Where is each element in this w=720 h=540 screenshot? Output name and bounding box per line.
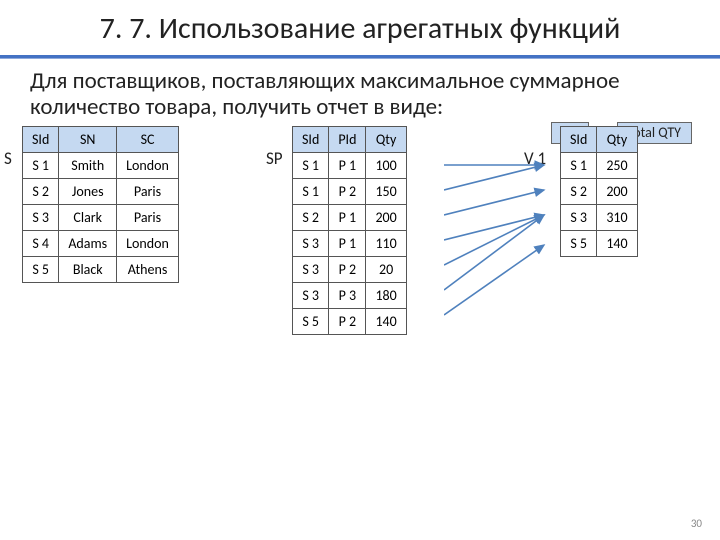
page-number: 30 <box>691 517 702 530</box>
table-row: S 5P 2140 <box>293 309 407 335</box>
table-header: SN <box>59 127 117 153</box>
table-row: S 5BlackAthens <box>23 257 179 283</box>
table-row: S 3ClarkParis <box>23 205 179 231</box>
mapping-arrows <box>444 150 564 350</box>
table-row: S 5140 <box>561 231 638 257</box>
table-row: S 1P 2150 <box>293 179 407 205</box>
table-row: S 3P 220 <box>293 257 407 283</box>
table-header: SId <box>23 127 59 153</box>
label-v1: V 1 <box>524 148 546 169</box>
table-s: SIdSNSCS 1SmithLondonS 2JonesParisS 3Cla… <box>22 126 179 283</box>
table-row: S 1250 <box>561 153 638 179</box>
table-row: S 1SmithLondon <box>23 153 179 179</box>
table-row: S 2JonesParis <box>23 179 179 205</box>
table-row: S 3310 <box>561 205 638 231</box>
label-sp: SP <box>266 148 283 169</box>
table-v1: SIdQtyS 1250S 2200S 3310S 5140 <box>560 126 638 257</box>
table-header: Qty <box>366 127 406 153</box>
paragraph-text: Для поставщиков, поставляющих максимальн… <box>30 67 620 121</box>
body-paragraph: Для поставщиков, поставляющих максимальн… <box>0 68 720 127</box>
title-rule <box>0 55 720 58</box>
table-row: S 3P 3180 <box>293 283 407 309</box>
table-header: PId <box>329 127 366 153</box>
label-s: S <box>4 148 12 169</box>
table-sp: SIdPIdQtyS 1P 1100S 1P 2150S 2P 1200S 3P… <box>292 126 407 335</box>
table-row: S 2P 1200 <box>293 205 407 231</box>
table-header: SId <box>293 127 329 153</box>
table-header: Qty <box>597 127 637 153</box>
table-row: S 3P 1110 <box>293 231 407 257</box>
table-header: SId <box>561 127 597 153</box>
table-row: S 2200 <box>561 179 638 205</box>
table-row: S 4AdamsLondon <box>23 231 179 257</box>
table-header: SC <box>117 127 179 153</box>
slide-title: 7. 7. Использование агрегатных функций <box>30 12 690 47</box>
table-row: S 1P 1100 <box>293 153 407 179</box>
